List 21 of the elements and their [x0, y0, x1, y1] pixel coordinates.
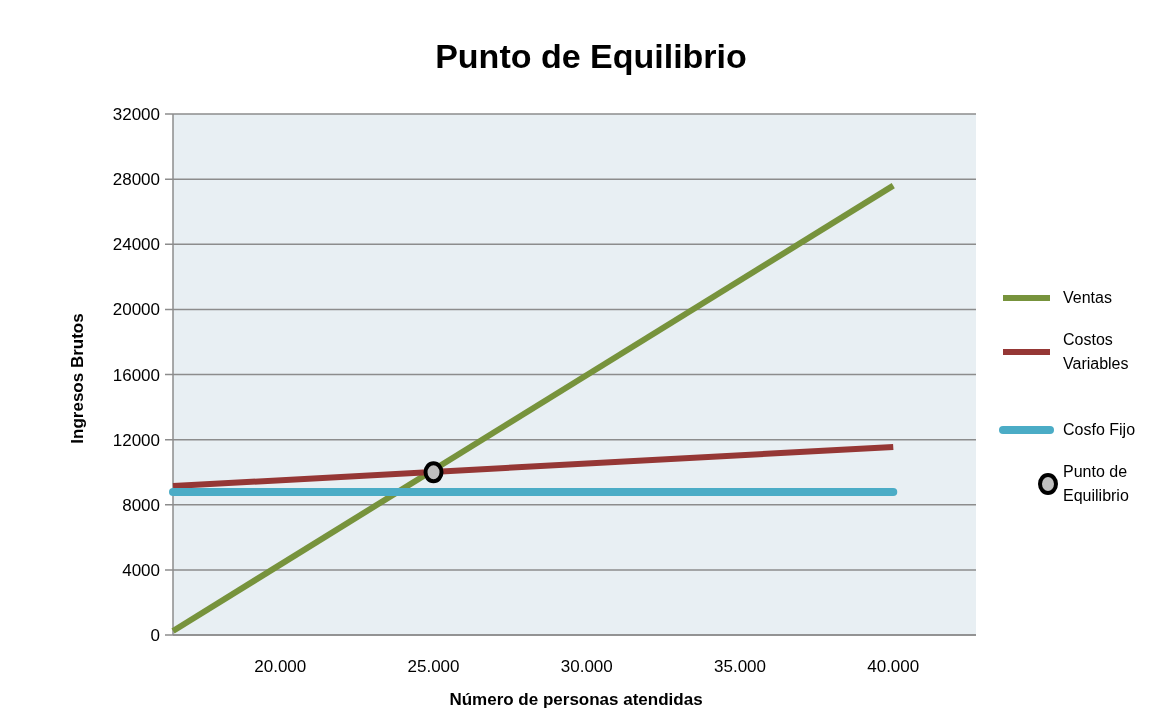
chart-title: Punto de Equilibrio [435, 37, 747, 75]
legend-label: Punto de Equilibrio [1063, 463, 1129, 504]
y-tick-label: 4000 [122, 560, 160, 580]
legend-label: Cosfo Fijo [1063, 421, 1136, 438]
y-tick-label: 12000 [112, 430, 160, 450]
x-tick-label: 25.000 [407, 657, 460, 676]
x-axis-title: Número de personas atendidas [449, 690, 703, 709]
legend-label: Costos Variables [1063, 331, 1129, 372]
y-tick-label: 16000 [112, 365, 160, 385]
y-tick-label: 0 [150, 626, 160, 645]
y-tick-label: 32000 [112, 105, 160, 124]
y-axis-title: Ingresos Brutos [68, 313, 87, 444]
x-tick-label: 30.000 [560, 657, 613, 676]
y-tick-label: 24000 [112, 235, 160, 255]
x-tick-label: 20.000 [254, 657, 307, 676]
legend-label: Ventas [1063, 289, 1112, 306]
y-tick-label: 20000 [112, 300, 160, 320]
y-tick-label: 8000 [122, 495, 160, 515]
x-tick-label: 40.000 [867, 657, 920, 676]
x-tick-label: 35.000 [714, 657, 766, 676]
y-tick-label: 28000 [112, 170, 160, 190]
